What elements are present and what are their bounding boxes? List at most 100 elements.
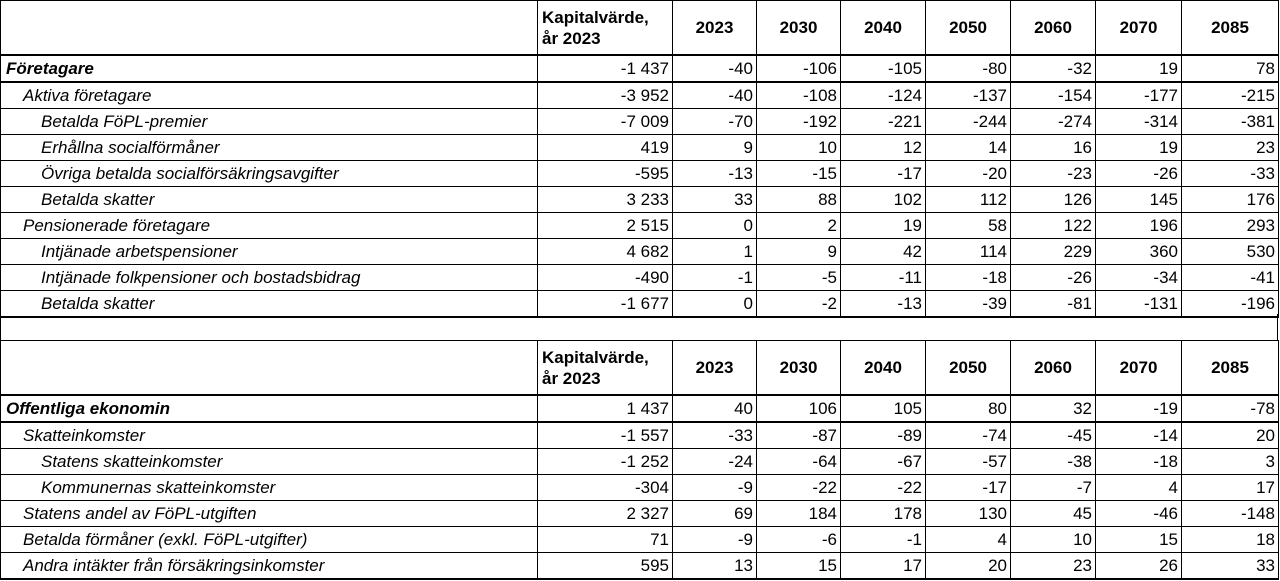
header-year: 2040	[840, 0, 926, 56]
value-cell: -18	[925, 264, 1011, 291]
header-label-cell	[0, 340, 538, 396]
value-cell: 42	[840, 238, 926, 265]
header-year: 2070	[1095, 0, 1182, 56]
header-year: 2085	[1181, 340, 1279, 396]
value-cell: 78	[1181, 54, 1279, 83]
value-cell: 360	[1095, 238, 1182, 265]
value-cell: 530	[1181, 238, 1279, 265]
value-cell: 4	[925, 526, 1011, 553]
value-cell: -196	[1181, 290, 1279, 318]
value-cell: 112	[925, 186, 1011, 213]
value-cell: 69	[672, 500, 757, 527]
value-cell: 3 233	[537, 186, 673, 213]
value-cell: 419	[537, 134, 673, 161]
table-row: Betalda FöPL-premier -7 009 -70 -192 -221 -24…	[0, 108, 1279, 135]
value-cell: 0	[672, 212, 757, 239]
value-cell: -124	[840, 81, 926, 109]
value-cell: 18	[1181, 526, 1279, 553]
row-label: Aktiva företagare	[0, 81, 538, 109]
table-row: Andra intäkter från försäkringsinkomster…	[0, 552, 1279, 580]
value-cell: 45	[1010, 500, 1096, 527]
value-cell: -6	[756, 526, 841, 553]
value-cell: -46	[1095, 500, 1182, 527]
header-year: 2023	[672, 340, 757, 396]
header-label-cell	[0, 0, 538, 56]
value-cell: 23	[1181, 134, 1279, 161]
value-cell: -20	[925, 160, 1011, 187]
table-row: Offentliga ekonomin 1 437 40 106 105 80 32 -19-…	[0, 394, 1279, 423]
value-cell: -154	[1010, 81, 1096, 109]
value-cell: 20	[1181, 421, 1279, 449]
value-cell: -17	[840, 160, 926, 187]
value-cell: 19	[1095, 134, 1182, 161]
row-label: Betalda skatter	[0, 186, 538, 213]
capital-value-year: år 2023	[542, 28, 601, 48]
row-label: Betalda förmåner (exkl. FöPL-utgifter)	[0, 526, 538, 553]
value-cell: 1	[672, 238, 757, 265]
value-cell: 10	[1010, 526, 1096, 553]
value-cell: -18	[1095, 448, 1182, 475]
value-cell: 23	[1010, 552, 1096, 580]
value-cell: -74	[925, 421, 1011, 449]
value-cell: -19	[1095, 394, 1182, 423]
value-cell: 1 437	[537, 394, 673, 423]
row-label: Intjänade arbetspensioner	[0, 238, 538, 265]
value-cell: -13	[672, 160, 757, 187]
value-cell: -33	[672, 421, 757, 449]
value-cell: 105	[840, 394, 926, 423]
value-cell: -26	[1010, 264, 1096, 291]
value-cell: -89	[840, 421, 926, 449]
value-cell: 2 515	[537, 212, 673, 239]
value-cell: -1	[840, 526, 926, 553]
value-cell: -7	[1010, 474, 1096, 501]
value-cell: -1 557	[537, 421, 673, 449]
value-cell: 16	[1010, 134, 1096, 161]
value-cell: 20	[925, 552, 1011, 580]
value-cell: 2	[756, 212, 841, 239]
value-cell: -67	[840, 448, 926, 475]
row-label: Kommunernas skatteinkomster	[0, 474, 538, 501]
header-year: 2030	[756, 0, 841, 56]
header-year: 2050	[925, 0, 1011, 56]
table-row: Betalda skatter -1 677 0 -2 -13 -39 -81 -131 -19…	[0, 290, 1279, 318]
value-cell: -177	[1095, 81, 1182, 109]
value-cell: -22	[840, 474, 926, 501]
value-cell: 33	[672, 186, 757, 213]
header-year: 2050	[925, 340, 1011, 396]
value-cell: 14	[925, 134, 1011, 161]
value-cell: 2 327	[537, 500, 673, 527]
value-cell: -40	[672, 81, 757, 109]
header-capital-value: Kapitalvärde, år 2023	[537, 0, 673, 56]
table-row: Företagare -1 437 -40 -106 -105 -80 -32 19 78	[0, 54, 1279, 83]
value-cell: -80	[925, 54, 1011, 83]
table-foretagare: Kapitalvärde, år 2023 2023 2030 2040 2050 2060…	[0, 0, 1279, 318]
value-cell: -1 677	[537, 290, 673, 318]
header-year: 2060	[1010, 340, 1096, 396]
value-cell: -39	[925, 290, 1011, 318]
value-cell: -490	[537, 264, 673, 291]
value-cell: -70	[672, 108, 757, 135]
row-label: Pensionerade företagare	[0, 212, 538, 239]
value-cell: -22	[756, 474, 841, 501]
row-label: Offentliga ekonomin	[0, 394, 538, 423]
row-label: Intjänade folkpensioner och bostadsbidra…	[0, 264, 538, 291]
value-cell: 196	[1095, 212, 1182, 239]
row-label: Statens skatteinkomster	[0, 448, 538, 475]
value-cell: -105	[840, 54, 926, 83]
value-cell: 26	[1095, 552, 1182, 580]
table-row: Pensionerade företagare 2 515 0 2 19 58 122 196…	[0, 212, 1279, 239]
table-row: Betalda förmåner (exkl. FöPL-utgifter) 71…	[0, 526, 1279, 553]
value-cell: -9	[672, 526, 757, 553]
row-label: Andra intäkter från försäkringsinkomster	[0, 552, 538, 580]
header-capital-value: Kapitalvärde, år 2023	[537, 340, 673, 396]
value-cell: -148	[1181, 500, 1279, 527]
blank-row	[0, 314, 1278, 340]
value-cell: -13	[840, 290, 926, 318]
header-row: Kapitalvärde, år 2023 2023 2030 2040 2050 2060…	[0, 0, 1279, 56]
value-cell: -26	[1095, 160, 1182, 187]
value-cell: 3	[1181, 448, 1279, 475]
value-cell: 13	[672, 552, 757, 580]
value-cell: -14	[1095, 421, 1182, 449]
value-cell: -2	[756, 290, 841, 318]
value-cell: 15	[756, 552, 841, 580]
